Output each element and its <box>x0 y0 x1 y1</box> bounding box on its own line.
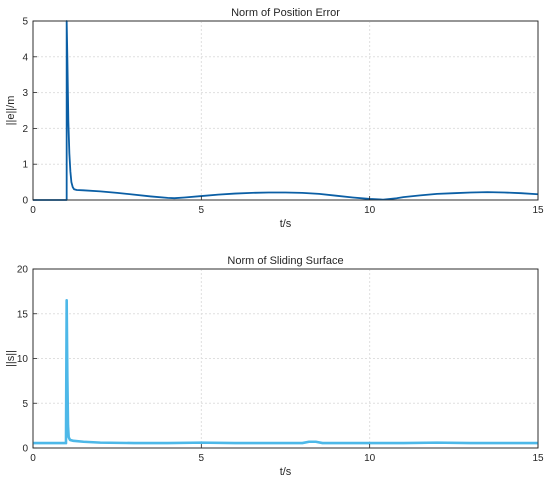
chart-2-x-tick-label: 0 <box>30 453 36 464</box>
chart-1-y-tick-label: 5 <box>22 17 28 28</box>
chart-1-y-tick-label: 1 <box>22 160 28 171</box>
chart-1-y-tick-label: 0 <box>22 196 28 207</box>
chart-1-x-tick-label: 10 <box>364 205 376 216</box>
chart-2-y-tick-label: 15 <box>17 309 29 320</box>
chart-2-title: Norm of Sliding Surface <box>227 255 343 267</box>
chart-2-x-axis-label: t/s <box>280 466 292 478</box>
chart-2-y-tick-label: 5 <box>22 399 28 410</box>
chart-1-y-axis-label: ||e||/m <box>5 96 17 126</box>
chart-1-y-tick-label: 2 <box>22 124 28 135</box>
chart-1-title: Norm of Position Error <box>231 7 340 19</box>
chart-1-frame <box>32 20 539 201</box>
chart-1-y-tick-label: 4 <box>22 52 28 63</box>
chart-1-x-axis-label: t/s <box>280 218 292 230</box>
chart-2-y-tick-label: 0 <box>22 444 28 455</box>
chart-1-series-line-1 <box>33 20 539 201</box>
chart-1-x-tick-label: 0 <box>30 205 36 216</box>
chart-1-x-tick-label: 15 <box>532 205 544 216</box>
chart-2-y-tick-label: 10 <box>17 354 29 365</box>
chart-2-x-tick-label: 10 <box>364 453 376 464</box>
chart-1-plot-area <box>32 20 539 201</box>
chart-2-series-line-1 <box>33 299 538 445</box>
chart-2-y-axis-label: ||s|| <box>5 350 17 367</box>
chart-1-y-tick-label: 3 <box>22 88 28 99</box>
chart-1-x-tick-label: 5 <box>199 205 205 216</box>
chart-2-x-tick-label: 5 <box>199 453 205 464</box>
chart-2-x-tick-label: 15 <box>532 453 544 464</box>
chart-2-y-tick-label: 20 <box>17 265 29 276</box>
